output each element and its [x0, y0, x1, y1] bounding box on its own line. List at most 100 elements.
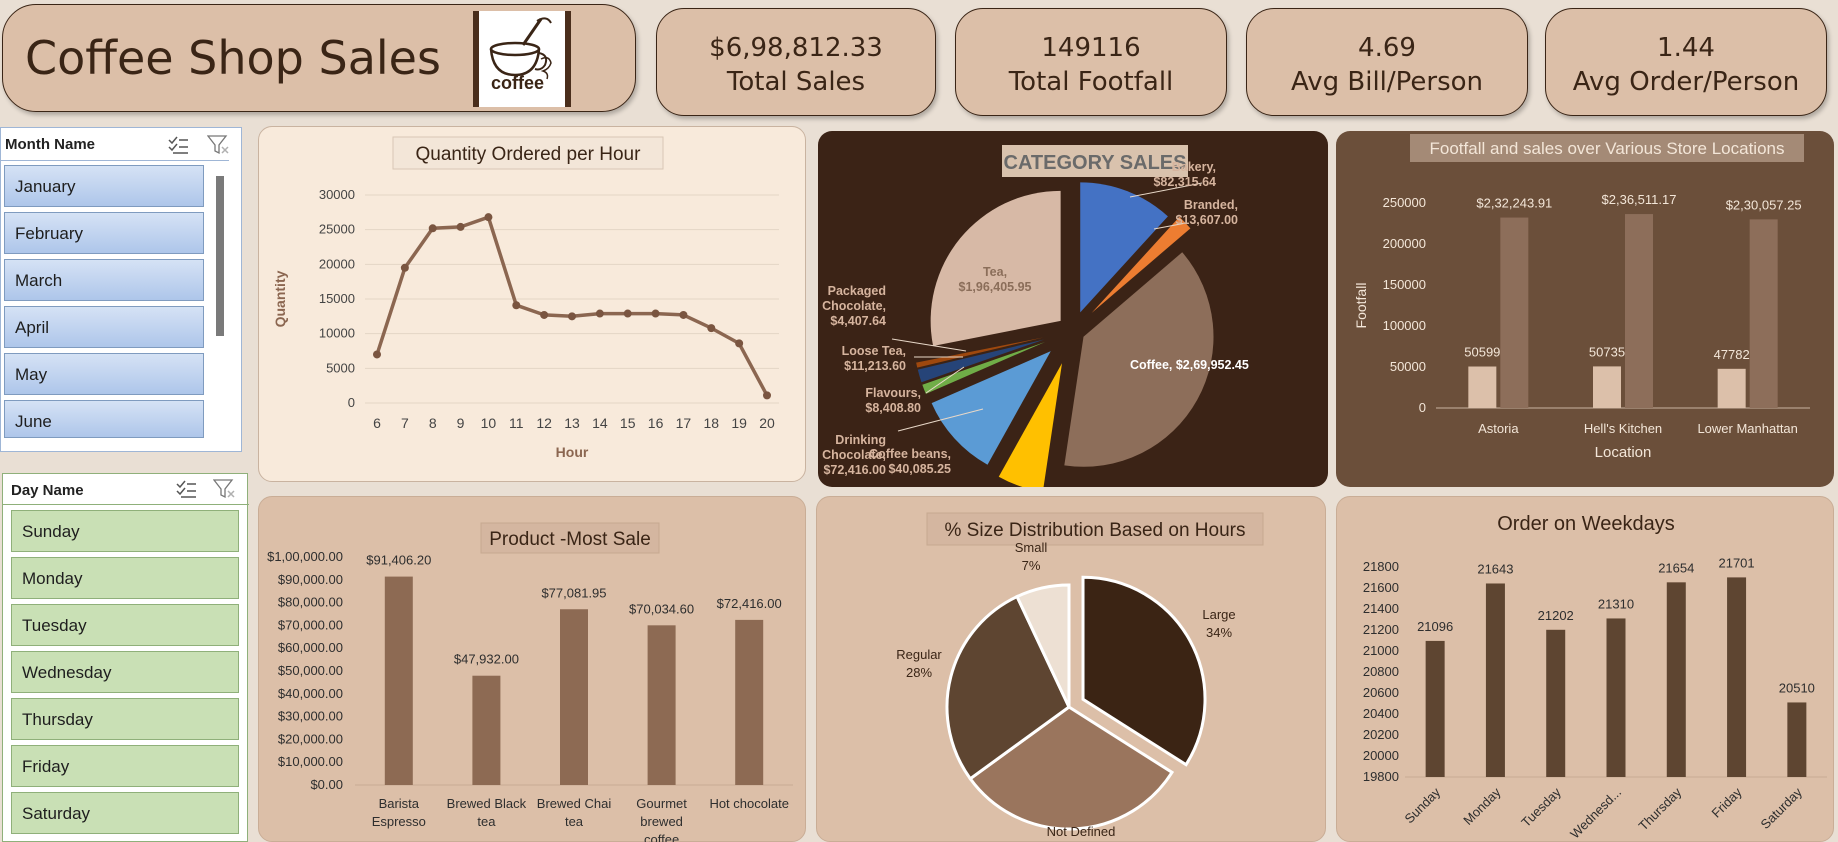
locations-ytick-label: 50000: [1390, 359, 1426, 374]
weekdays-xtick-label: Saturday: [1758, 784, 1806, 832]
category-leader-line: [925, 366, 965, 394]
hourly-title-box: [392, 136, 664, 170]
products-data-label: $72,416.00: [717, 596, 782, 611]
kpi-avg-bill-label: Avg Bill/Person: [1290, 67, 1484, 97]
hourly-point: [707, 324, 716, 333]
hourly-point: [512, 301, 521, 310]
weekdays-xtick-label: Sunday: [1401, 784, 1443, 826]
hourly-point: [484, 213, 493, 222]
hourly-ytick-label: 10000: [319, 326, 355, 341]
locations-data-label: 47782: [1714, 347, 1750, 362]
weekdays-ytick-label: 20000: [1363, 748, 1399, 763]
sizes-slice-large: [1081, 575, 1207, 767]
month-scrollbar-thumb[interactable]: [216, 176, 224, 336]
hourly-xtick-label: 20: [759, 415, 775, 431]
month-item-february[interactable]: February: [4, 212, 204, 254]
sizes-label-large: Large 34%: [1202, 607, 1235, 640]
weekdays-xtick-label: Friday: [1709, 784, 1745, 820]
products-ytick-label: $80,000.00: [278, 595, 343, 610]
products-xtick-label: Brewed Black tea: [447, 796, 527, 829]
weekdays-ytick-label: 21600: [1363, 580, 1399, 595]
category-label-flavours: Flavours, $8,408.80: [865, 386, 921, 415]
locations-title: Footfall and sales over Various Store Lo…: [1430, 139, 1785, 158]
products-ytick-label: $1,00,000.00: [267, 549, 343, 564]
category-label-coffee: Coffee, $2,69,952.45: [1130, 358, 1249, 372]
category-panel: CATEGORY SALES Bakery, $82,315.64 Branded, $…: [818, 131, 1328, 492]
locations-chart: Footfall and sales over Various Store Lo…: [1353, 134, 1810, 461]
day-item-monday[interactable]: Monday: [11, 557, 239, 599]
category-slice-tea: [930, 190, 1061, 347]
sizes-title-box: [926, 512, 1264, 546]
weekdays-ytick-label: 20800: [1363, 664, 1399, 679]
hourly-ytick-label: 5000: [326, 360, 355, 375]
category-slice-packaged-chocolate: [916, 337, 1044, 368]
month-item-june[interactable]: June: [4, 400, 204, 438]
title-card: Coffee Shop Sales coffee: [2, 4, 636, 112]
day-item-thursday[interactable]: Thursday: [11, 698, 239, 740]
category-label-bakery: Bakery, $82,315.64: [1153, 160, 1216, 189]
products-ytick-label: $20,000.00: [278, 731, 343, 746]
category-leader-line: [897, 408, 984, 432]
products-ytick-label: $10,000.00: [278, 754, 343, 769]
weekdays-ytick-label: 21400: [1363, 601, 1399, 616]
hourly-xtick-label: 15: [620, 415, 636, 431]
day-multi-select-icon[interactable]: [175, 480, 197, 500]
category-slice-flavours: [922, 341, 1046, 394]
month-item-april[interactable]: April: [4, 306, 204, 348]
kpi-total-footfall-label: Total Footfall: [1008, 67, 1174, 97]
month-item-january[interactable]: January: [4, 165, 204, 207]
month-item-march[interactable]: March: [4, 259, 204, 301]
category-label-loose-tea: Loose Tea, $11,213.60: [842, 344, 906, 373]
locations-bar: [1625, 214, 1653, 408]
products-bar: [647, 625, 676, 785]
clear-filter-icon[interactable]: [207, 134, 231, 156]
sizes-slice-small: [1015, 583, 1071, 708]
products-data-label: $47,932.00: [454, 652, 519, 667]
day-slicer-title: Day Name: [11, 482, 84, 499]
products-ytick-label: $90,000.00: [278, 572, 343, 587]
locations-bar: [1717, 368, 1746, 408]
locations-ytick-label: 250000: [1383, 195, 1426, 210]
products-ytick-label: $60,000.00: [278, 640, 343, 655]
category-slice-drinking-chocolate: [931, 351, 1051, 465]
locations-ytick-label: 0: [1419, 400, 1426, 415]
day-item-wednesday[interactable]: Wednesday: [11, 651, 239, 693]
weekdays-xtick-label: Thursday: [1635, 784, 1684, 833]
day-item-saturday[interactable]: Saturday: [11, 792, 239, 834]
hourly-chart: Quantity Ordered per Hour 0 5000 10000 15000…: [272, 136, 779, 460]
hourly-xtick-label: 19: [731, 415, 747, 431]
hourly-xtick-label: 12: [536, 415, 552, 431]
hourly-point: [735, 339, 744, 348]
month-item-may[interactable]: May: [4, 353, 204, 395]
products-data-label: $91,406.20: [366, 553, 431, 568]
kpi-total-sales-label: Total Sales: [726, 67, 866, 97]
hourly-ytick-label: 20000: [319, 256, 355, 271]
hourly-point: [651, 309, 660, 318]
weekdays-bar: [1666, 582, 1686, 777]
category-label-coffee-beans: Coffee beans, $40,085.25: [869, 447, 951, 476]
locations-bar: [1749, 219, 1778, 408]
day-clear-filter-icon[interactable]: [213, 478, 237, 500]
weekdays-data-label: 21096: [1417, 619, 1453, 634]
kpi-avg-order-label: Avg Order/Person: [1572, 67, 1800, 97]
page-title: Coffee Shop Sales: [25, 31, 441, 85]
products-xtick-label: Brewed Chai tea: [537, 796, 612, 829]
weekdays-xtick-label: Tuesday: [1518, 784, 1564, 830]
locations-bar: [1593, 366, 1621, 408]
products-bar: [735, 619, 764, 785]
multi-select-icon[interactable]: [167, 136, 189, 156]
weekdays-data-label: 21202: [1538, 608, 1574, 623]
locations-data-label: $2,36,511.17: [1602, 192, 1677, 207]
category-leader-line: [1129, 182, 1203, 198]
hourly-xtick-label: 14: [592, 415, 608, 431]
locations-ytick-label: 150000: [1383, 277, 1426, 292]
products-title-box: [480, 522, 660, 554]
day-item-sunday[interactable]: Sunday: [11, 510, 239, 552]
day-item-friday[interactable]: Friday: [11, 745, 239, 787]
hourly-point: [400, 263, 409, 272]
weekdays-bar: [1727, 577, 1747, 777]
locations-data-label: 50599: [1464, 345, 1500, 360]
category-label-tea: Tea, $1,96,405.95: [959, 265, 1032, 294]
month-scrollbar[interactable]: [213, 166, 227, 436]
day-item-tuesday[interactable]: Tuesday: [11, 604, 239, 646]
